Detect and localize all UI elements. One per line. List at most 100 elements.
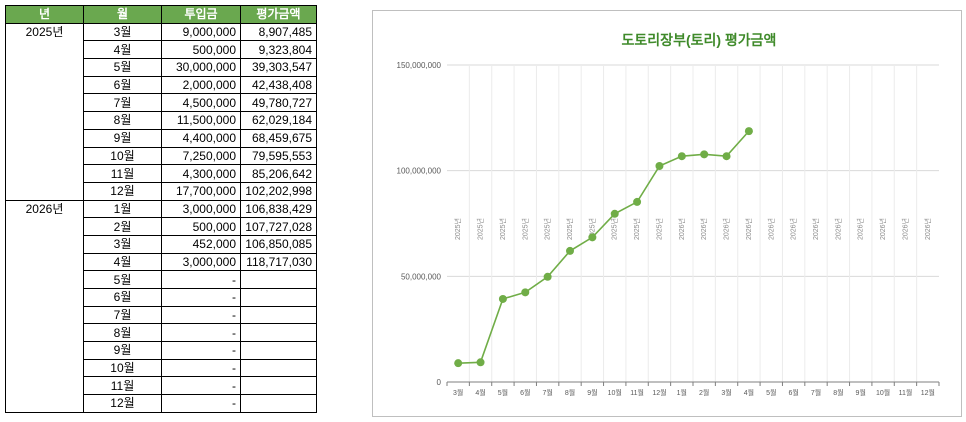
x-tick-label: 9월: [587, 388, 597, 397]
x-group-label: 2026년: [856, 218, 865, 240]
cell-valuation: 62,029,184: [240, 111, 317, 130]
cell-investment: 4,300,000: [161, 164, 241, 183]
table-row: 2025년 3월 9,000,000 8,907,485: [5, 22, 317, 42]
x-tick-label: 9월: [856, 388, 866, 397]
cell-valuation: [240, 376, 317, 396]
data-point: [700, 150, 709, 159]
cell-valuation: 68,459,675: [240, 128, 317, 148]
data-point: [498, 294, 507, 303]
cell-year: [5, 323, 84, 342]
cell-valuation: [240, 358, 317, 378]
x-tick-label: 10월: [608, 388, 622, 397]
cell-year: [5, 235, 84, 254]
table-body: 2025년 3월 9,000,000 8,907,485 4월 500,000 9,323,…: [5, 22, 317, 413]
cell-valuation: 9,323,804: [240, 40, 317, 60]
cell-valuation: 85,206,642: [240, 164, 317, 183]
data-point: [476, 358, 485, 367]
x-group-label: 2025년: [543, 218, 552, 240]
x-tick-label: 1월: [677, 388, 687, 397]
x-group-label: 2026년: [789, 218, 798, 240]
cell-investment: 4,500,000: [161, 93, 241, 113]
x-tick-label: 4월: [475, 388, 485, 397]
y-tick-label: 50,000,000: [401, 272, 442, 281]
table-row: 12월 17,700,000 102,202,998: [5, 181, 317, 201]
cell-year: [5, 182, 84, 201]
cell-investment: -: [161, 305, 241, 325]
cell-investment: -: [161, 270, 241, 289]
table-row: 2월 500,000 107,727,028: [5, 217, 317, 236]
cell-investment: -: [161, 376, 241, 396]
investment-table: 년 월 투입금 평가금액 2025년 3월 9,000,000 8,907,485 4월…: [5, 5, 317, 413]
cell-investment: 500,000: [161, 40, 241, 60]
cell-valuation: [240, 341, 317, 360]
data-point: [566, 246, 574, 255]
table-row: 9월 -: [5, 341, 317, 360]
cell-year: [5, 376, 84, 395]
x-tick-label: 12월: [652, 388, 666, 397]
table-row: 5월 -: [5, 270, 317, 289]
data-point: [610, 209, 619, 218]
y-tick-label: 150,000,000: [397, 61, 442, 70]
x-tick-label: 6월: [520, 388, 530, 397]
table-row: 9월 4,400,000 68,459,675: [5, 128, 317, 148]
data-point: [677, 152, 686, 161]
x-group-label: 2026년: [878, 218, 887, 240]
cell-investment: 30,000,000: [161, 58, 241, 77]
header-investment: 투입금: [161, 5, 241, 24]
x-group-label: 2025년: [565, 218, 574, 240]
cell-month: 7월: [83, 305, 162, 325]
cell-year: [5, 129, 84, 147]
cell-investment: 500,000: [161, 217, 241, 236]
x-group-label: 2026년: [744, 218, 753, 240]
chart-panel: 도토리장부(토리) 평가금액 0 50,000,000 100,000,000 150,…: [372, 10, 962, 417]
cell-month: 7월: [83, 93, 162, 113]
cell-year: [5, 164, 84, 183]
cell-month: 5월: [83, 58, 162, 77]
cell-year: 2026년: [5, 199, 84, 218]
x-tick-label: 10월: [876, 388, 890, 397]
cell-year: [5, 306, 84, 324]
cell-valuation: 102,202,998: [240, 181, 317, 201]
x-group-label: 2026년: [923, 218, 932, 240]
x-tick-label: 11월: [630, 388, 644, 397]
header-month: 월: [83, 5, 162, 24]
x-tick-label: 8월: [833, 388, 843, 397]
header-valuation: 평가금액: [240, 5, 317, 24]
cell-investment: 11,500,000: [161, 111, 241, 130]
cell-investment: -: [161, 341, 241, 360]
cell-valuation: 39,303,547: [240, 58, 317, 77]
cell-month: 4월: [83, 40, 162, 60]
x-tick-label: 3월: [453, 388, 463, 397]
cell-valuation: 106,838,429: [240, 199, 317, 219]
cell-month: 12월: [83, 394, 162, 413]
cell-year: [5, 58, 84, 77]
data-point: [655, 162, 664, 171]
cell-month: 3월: [83, 234, 162, 254]
table-row: 4월 500,000 9,323,804: [5, 40, 317, 60]
x-group-label: 2025년: [476, 218, 485, 240]
cell-investment: -: [161, 323, 241, 343]
line-chart: 도토리장부(토리) 평가금액 0 50,000,000 100,000,000 150,…: [397, 32, 940, 397]
cell-investment: -: [161, 358, 241, 378]
cell-month: 1월: [83, 199, 162, 219]
table-row: 4월 3,000,000 118,717,030: [5, 252, 317, 272]
x-group-label: 2025년: [453, 218, 462, 240]
table-row: 11월 4,300,000 85,206,642: [5, 164, 317, 183]
x-group-label: 2025년: [610, 218, 619, 240]
cell-investment: -: [161, 394, 241, 413]
table-header-row: 년 월 투입금 평가금액: [5, 5, 317, 24]
x-group-label: 2026년: [699, 218, 708, 240]
y-tick-label: 100,000,000: [397, 167, 442, 176]
x-group-label: 2025년: [587, 218, 596, 240]
x-group-label: 2026년: [722, 218, 731, 240]
x-tick-label: 5월: [766, 388, 776, 397]
cell-year: [5, 217, 84, 236]
cell-investment: 17,700,000: [161, 181, 241, 201]
y-tick-label: 0: [437, 378, 442, 387]
x-group-label: 2026년: [811, 218, 820, 240]
cell-investment: 3,000,000: [161, 199, 241, 219]
table-row: 12월 -: [5, 394, 317, 413]
cell-month: 10월: [83, 358, 162, 378]
table-row: 2026년 1월 3,000,000 106,838,429: [5, 199, 317, 219]
cell-year: [5, 76, 84, 94]
